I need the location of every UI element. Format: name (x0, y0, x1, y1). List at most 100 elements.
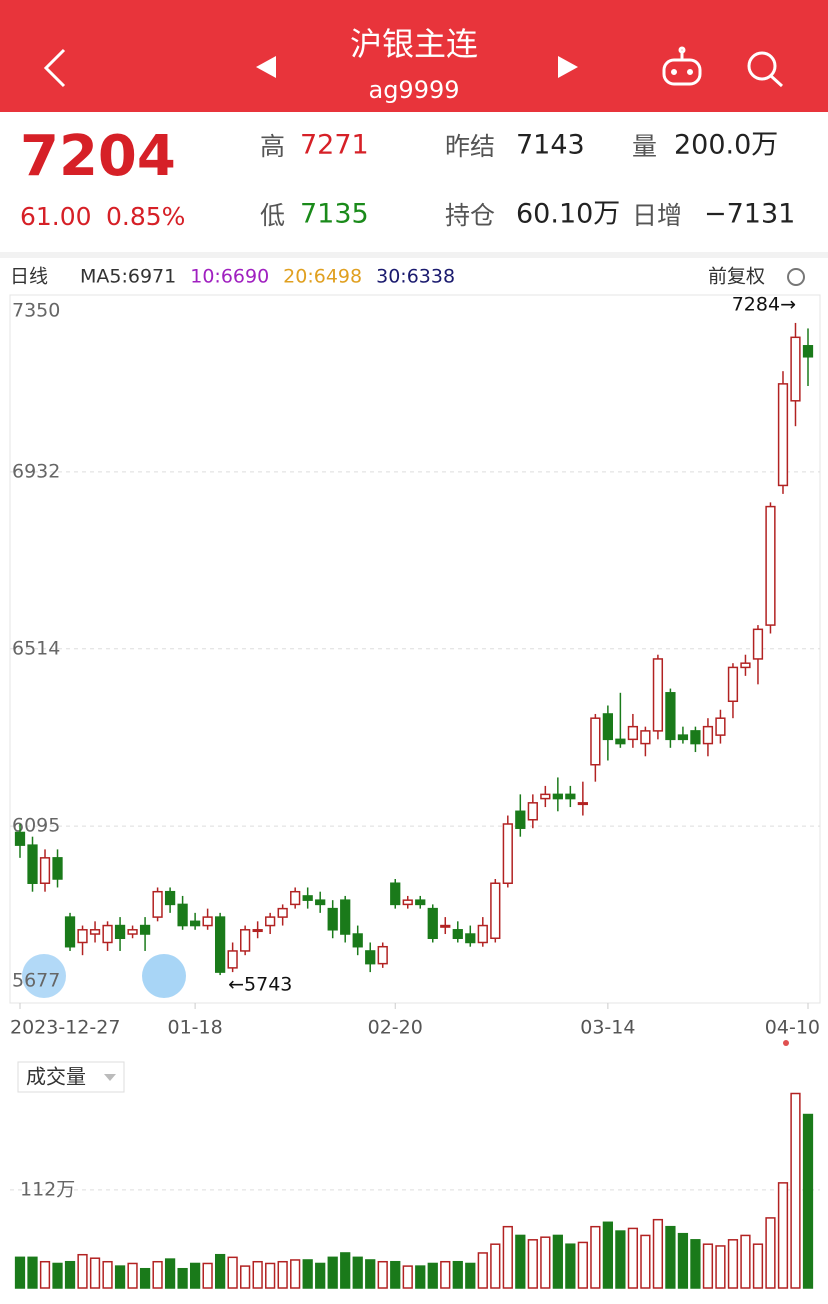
candle-body (465, 933, 476, 944)
volume-bar (127, 1262, 138, 1289)
current-dot (783, 1040, 789, 1046)
volume-bar (102, 1260, 113, 1289)
candle-body (252, 929, 263, 933)
back-button[interactable] (43, 48, 66, 88)
adjust[interactable]: 前复权 (708, 266, 765, 288)
candle-body (665, 692, 676, 741)
volume-bar (189, 1262, 201, 1289)
candle-body (177, 903, 188, 927)
candle-body (790, 336, 801, 402)
float-button[interactable] (22, 954, 66, 998)
label: 低 (260, 201, 285, 230)
volume-bar (177, 1267, 188, 1289)
volume-bar (440, 1260, 451, 1289)
volume-bar (152, 1260, 163, 1289)
volume-bar (527, 1239, 538, 1289)
volume-bar (665, 1225, 676, 1289)
dropdown-arrow (104, 1074, 116, 1081)
next-button[interactable] (558, 56, 578, 78)
y-tick-label: 6095 (12, 815, 60, 837)
volume-bar (265, 1262, 276, 1289)
candle-body (590, 717, 601, 766)
candle-body (64, 916, 76, 948)
candle-body (352, 933, 363, 948)
candle-body (527, 802, 538, 821)
volume-bar (515, 1234, 526, 1289)
volume-bar (27, 1256, 38, 1289)
candle-body (327, 907, 338, 931)
volume-bar (290, 1259, 301, 1289)
code: ag9999 (368, 76, 459, 104)
candle-body (77, 929, 88, 944)
candle-body (214, 916, 226, 973)
candle-body (727, 666, 739, 703)
volume-bar (315, 1262, 326, 1289)
volume-bar (802, 1113, 814, 1289)
candle-body (402, 899, 413, 906)
volume-bar (640, 1234, 651, 1289)
candle-body (652, 658, 664, 732)
candle-body (415, 899, 426, 906)
candle-body (602, 713, 614, 741)
volume-bar (352, 1256, 363, 1289)
candle-body (477, 924, 488, 944)
candle-body (277, 907, 288, 918)
candle-body (377, 945, 388, 965)
candle-body (640, 730, 651, 745)
candle-body (452, 929, 463, 940)
price: 7204 (20, 124, 176, 189)
volume-bar (602, 1221, 614, 1289)
candle-body (440, 924, 451, 928)
volume-bar (465, 1262, 476, 1289)
volume-bar (14, 1256, 26, 1289)
volume-bar (590, 1225, 601, 1289)
candle-body (302, 895, 313, 901)
volume-bar (740, 1234, 751, 1289)
candle-body (615, 738, 626, 745)
label: 日增 (632, 201, 682, 230)
candle-body (27, 844, 38, 884)
candle-body (365, 950, 376, 965)
candle-body (152, 890, 163, 918)
header-bar (0, 0, 828, 112)
x-tick-label: 2023-12-27 (10, 1017, 120, 1039)
volume-bar (52, 1262, 63, 1289)
annotation: ←5743 (228, 974, 292, 996)
candle-body (164, 890, 176, 906)
volume-bar (615, 1230, 626, 1289)
volume-bar (702, 1243, 714, 1289)
label: 昨结 (445, 132, 495, 161)
candle-body (627, 725, 639, 741)
x-tick-label: 03-14 (580, 1017, 635, 1039)
candle-body (740, 662, 751, 669)
prev-button[interactable] (256, 56, 276, 78)
candle-body (189, 920, 201, 927)
volume-bar (240, 1265, 251, 1289)
volume-bar (402, 1265, 413, 1289)
volume-bar (139, 1267, 151, 1289)
y-tick-label: 112万 (20, 1178, 75, 1200)
volume-bar (477, 1252, 488, 1289)
label: 高 (260, 132, 285, 161)
x-tick-label: 01-18 (168, 1017, 223, 1039)
settings-icon[interactable] (787, 268, 805, 286)
robot-icon[interactable] (662, 46, 702, 86)
volume-bar (277, 1260, 288, 1289)
period[interactable]: 日线 (10, 266, 48, 288)
volume-bar (690, 1239, 701, 1289)
value: 7271 (300, 130, 369, 161)
divider (0, 252, 828, 258)
candle-body (139, 924, 151, 935)
label: 量 (632, 132, 657, 161)
candle-body (702, 725, 714, 745)
y-tick-label: 7350 (12, 300, 60, 322)
volume-bar (552, 1234, 563, 1289)
search-icon[interactable] (747, 51, 784, 88)
y-tick-label: 5677 (12, 970, 60, 992)
volume-bar (490, 1243, 501, 1289)
volume-selector[interactable] (17, 1061, 125, 1093)
float-button[interactable] (142, 954, 186, 998)
candle-body (89, 929, 101, 935)
candle-body (515, 810, 526, 829)
